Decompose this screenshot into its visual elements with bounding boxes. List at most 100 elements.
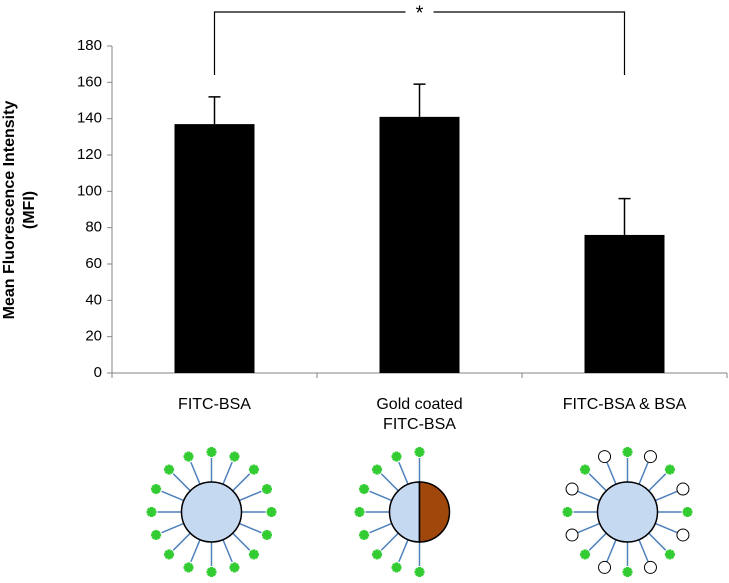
y-tick-label: 100 xyxy=(77,182,102,199)
y-tick-label: 40 xyxy=(85,291,102,308)
spoke xyxy=(222,461,233,485)
ligand xyxy=(391,451,402,462)
bsa xyxy=(643,560,657,574)
ligand xyxy=(580,464,590,475)
particle-icon xyxy=(562,447,693,577)
y-tick-label: 160 xyxy=(77,73,102,90)
ligand xyxy=(665,549,675,560)
bsa xyxy=(676,528,690,542)
spoke xyxy=(190,539,201,563)
ligand xyxy=(229,451,240,462)
spoke xyxy=(648,473,667,492)
ligand xyxy=(206,447,217,457)
spoke xyxy=(398,461,409,485)
spoke xyxy=(369,522,393,534)
core xyxy=(180,481,243,543)
core xyxy=(388,481,421,543)
ligand xyxy=(146,507,157,517)
y-axis-label: Mean Fluorescence Intensity (MFI) xyxy=(1,100,38,320)
ligand xyxy=(359,484,369,494)
ligand xyxy=(249,549,259,560)
x-tick-label: FITC-BSA xyxy=(178,396,251,413)
bar xyxy=(174,124,255,373)
spoke xyxy=(238,522,262,534)
ligand xyxy=(183,451,194,462)
y-tick-label: 140 xyxy=(77,110,102,127)
ligand xyxy=(682,507,693,517)
ligand xyxy=(229,562,240,573)
bsa xyxy=(598,560,612,574)
ligand xyxy=(580,549,590,560)
y-tick-label: 120 xyxy=(77,146,102,163)
spoke xyxy=(577,490,601,502)
spoke xyxy=(369,490,393,502)
significance-label: * xyxy=(416,2,424,24)
spoke xyxy=(638,539,649,563)
bar xyxy=(584,234,665,373)
gold-half xyxy=(418,481,451,543)
ligand xyxy=(183,562,194,573)
bsa xyxy=(565,482,579,496)
spoke xyxy=(577,522,601,534)
bar xyxy=(379,116,460,373)
ligand xyxy=(414,567,425,577)
spoke xyxy=(654,490,678,502)
ligand xyxy=(359,530,369,540)
bsa xyxy=(676,482,690,496)
spoke xyxy=(606,539,617,563)
ligand xyxy=(562,507,573,517)
core xyxy=(596,481,659,543)
spoke xyxy=(606,461,617,485)
ligand xyxy=(391,562,402,573)
ligand xyxy=(249,464,259,475)
ligand xyxy=(665,464,675,475)
ligand xyxy=(622,447,633,457)
ligand xyxy=(266,507,277,517)
bsa xyxy=(643,450,657,464)
spoke xyxy=(172,532,191,551)
spoke xyxy=(172,473,191,492)
bsa xyxy=(565,528,579,542)
spoke xyxy=(190,461,201,485)
particle-icon xyxy=(354,447,451,577)
y-tick-label: 80 xyxy=(85,219,102,236)
spoke xyxy=(638,461,649,485)
ligand xyxy=(164,549,174,560)
ligand xyxy=(206,567,217,577)
y-tick-label: 60 xyxy=(85,255,102,272)
spoke xyxy=(161,522,185,534)
x-tick-label: FITC-BSA & BSA xyxy=(562,396,687,413)
spoke xyxy=(232,473,251,492)
significance-bracket xyxy=(213,11,406,75)
ligand xyxy=(372,549,382,560)
spoke xyxy=(232,532,251,551)
spoke xyxy=(654,522,678,534)
ligand xyxy=(354,507,365,517)
y-tick-label: 180 xyxy=(77,37,102,54)
ligand xyxy=(372,464,382,475)
spoke xyxy=(648,532,667,551)
ligand xyxy=(164,464,174,475)
particle-icon xyxy=(146,447,277,577)
spoke xyxy=(380,473,399,492)
bsa xyxy=(598,450,612,464)
ligand xyxy=(414,447,425,457)
x-tick-label: Gold coated FITC-BSA xyxy=(376,396,463,433)
spoke xyxy=(161,490,185,502)
ligand xyxy=(262,530,272,540)
y-tick-label: 20 xyxy=(85,328,102,345)
spoke xyxy=(588,532,607,551)
ligand xyxy=(151,484,161,494)
spoke xyxy=(380,532,399,551)
spoke xyxy=(398,539,409,563)
significance-bracket xyxy=(433,11,626,75)
spoke xyxy=(238,490,262,502)
y-tick-label: 0 xyxy=(94,364,102,381)
ligand xyxy=(151,530,161,540)
ligand xyxy=(622,567,633,577)
spoke xyxy=(222,539,233,563)
ligand xyxy=(262,484,272,494)
spoke xyxy=(588,473,607,492)
